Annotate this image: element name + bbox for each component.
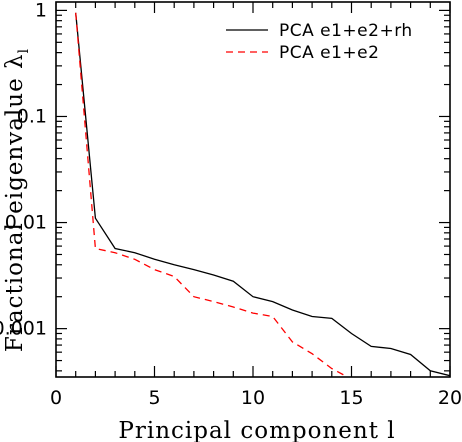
x-tick-label: 5 [148, 387, 160, 409]
series-line-1 [75, 12, 450, 377]
x-tick-label: 15 [339, 387, 363, 409]
x-axis-label: Principal component l [118, 418, 395, 442]
y-tick-label: 1 [35, 0, 47, 21]
plot-area [55, 1, 451, 378]
y-axis-label-group: Fractional eigenvalue λl [2, 48, 32, 352]
legend-label-1: PCA e1+e2+rh [279, 21, 413, 41]
y-tick-label: 0.01 [5, 212, 47, 234]
x-tick-label: 10 [241, 387, 265, 409]
y-axis-ticks: 1 0.1 0.01 0.001 [0, 0, 450, 372]
y-axis-label-subscript: l [16, 48, 32, 53]
x-tick-label: 0 [50, 387, 62, 409]
x-tick-label: 20 [438, 387, 462, 409]
series-line-2 [75, 12, 348, 377]
plot-frame [55, 1, 451, 378]
y-tick-label: 0.001 [0, 318, 47, 340]
series-layer [75, 12, 450, 377]
x-axis-ticks: 0 5 10 15 20 [50, 2, 462, 409]
svg-text:Fractional eigenvalue λl: Fractional eigenvalue λl [2, 48, 32, 352]
y-tick-label: 0.1 [17, 105, 47, 127]
legend-label-2: PCA e1+e2 [279, 43, 379, 63]
y-axis-label: Fractional eigenvalue λ [2, 53, 28, 352]
